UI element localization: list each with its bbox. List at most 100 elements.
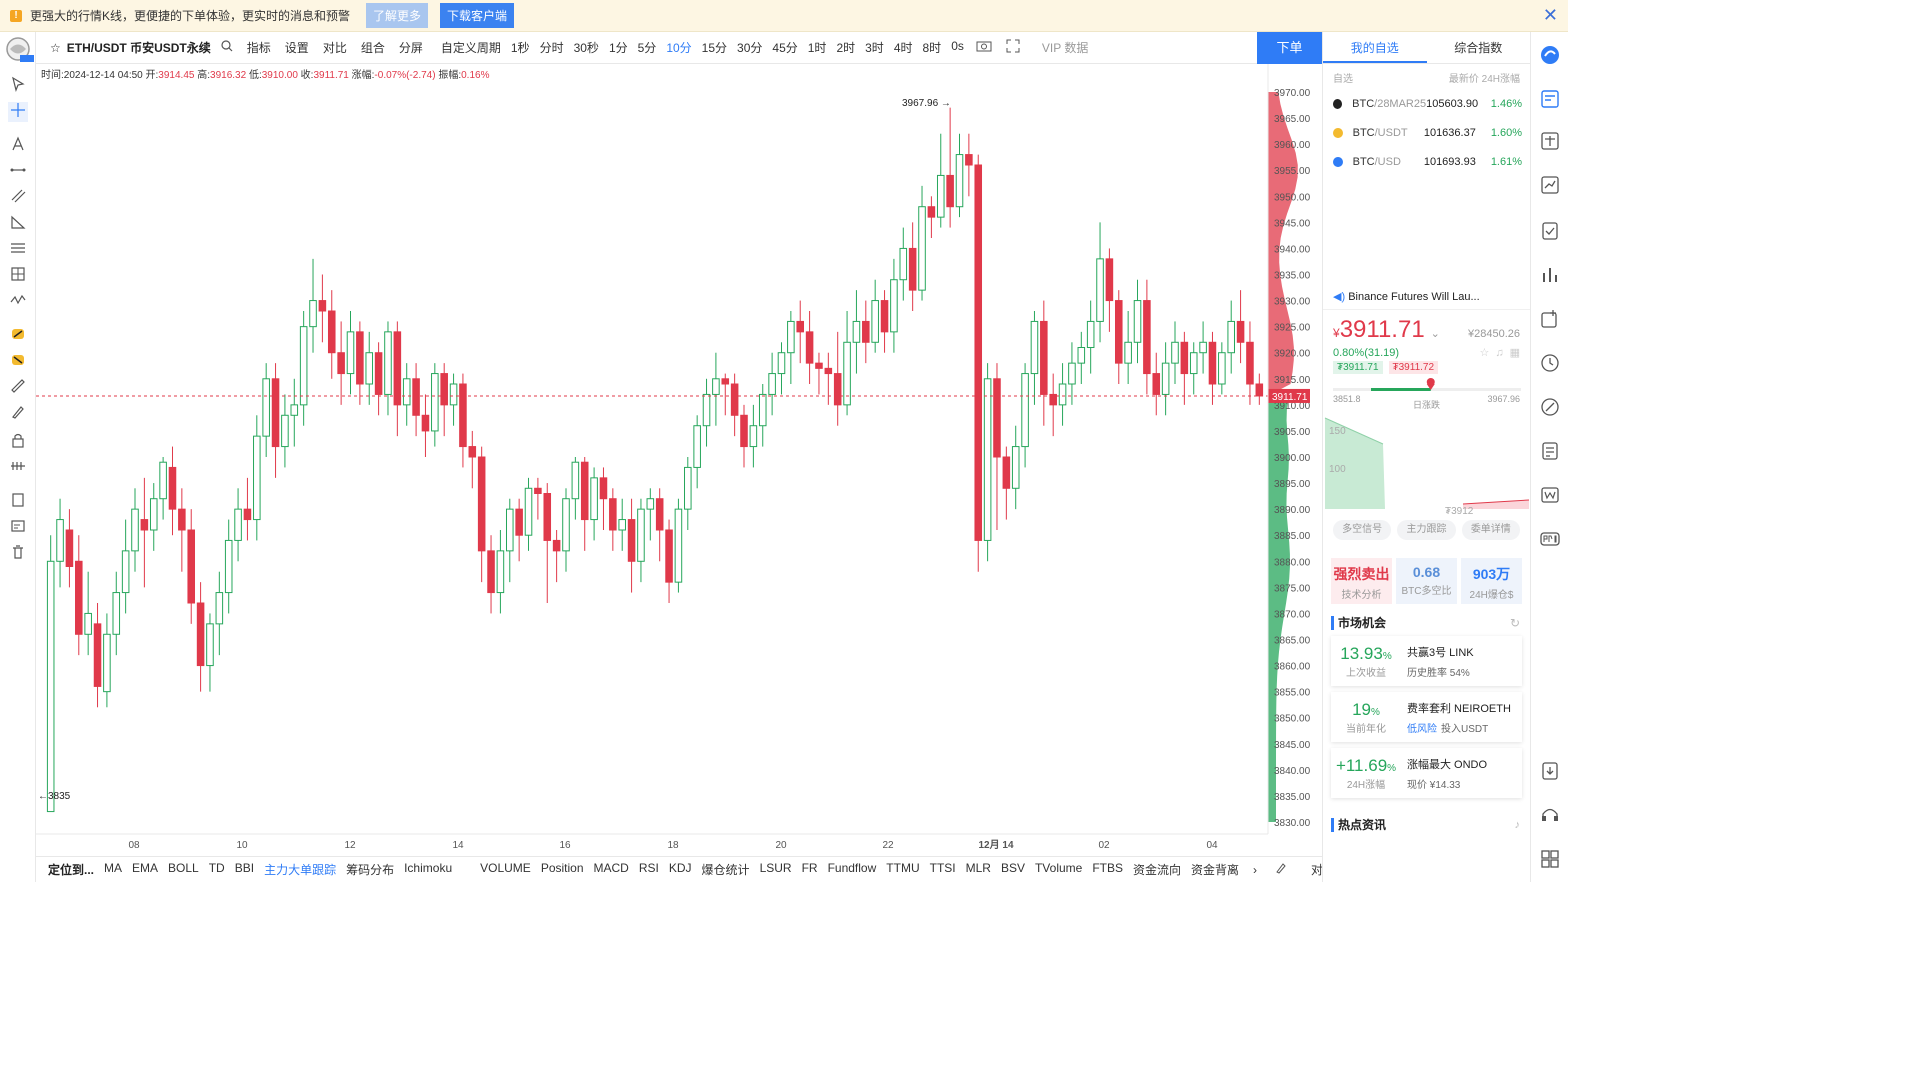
bell-icon[interactable]: ♪ bbox=[1514, 819, 1521, 831]
close-banner-icon[interactable]: ✕ bbox=[1542, 5, 1558, 25]
candle-body[interactable] bbox=[440, 373, 448, 406]
custom-period-dropdown[interactable]: 自定义周期 bbox=[440, 41, 501, 55]
candle-body[interactable] bbox=[618, 519, 626, 531]
period-12[interactable]: 4时 bbox=[893, 41, 913, 55]
candle-body[interactable] bbox=[1058, 383, 1067, 406]
opportunity-card[interactable]: +11.69% 24H涨幅 涨幅最大 ONDO 现价 ¥14.33 bbox=[1331, 748, 1522, 798]
refresh-icon[interactable]: ↻ bbox=[1509, 616, 1520, 630]
candle-body[interactable] bbox=[224, 539, 233, 594]
edit-icon[interactable] bbox=[1275, 862, 1287, 877]
candle-body[interactable] bbox=[487, 550, 495, 594]
indicator-17[interactable]: TTMU bbox=[886, 861, 920, 875]
candle-body[interactable] bbox=[974, 164, 983, 541]
candle-body[interactable] bbox=[243, 508, 252, 521]
period-14[interactable]: 0s bbox=[951, 39, 964, 53]
star-icon[interactable]: ☆ bbox=[1479, 347, 1490, 359]
candle-body[interactable] bbox=[1236, 320, 1245, 343]
vip-data-button[interactable]: VIP 数据 bbox=[1041, 41, 1089, 55]
compare-button[interactable]: 对比 bbox=[322, 41, 347, 55]
candle-body[interactable] bbox=[56, 519, 64, 562]
candle-body[interactable] bbox=[365, 352, 374, 385]
signal-tab-2[interactable]: 委单详情 bbox=[1461, 520, 1520, 540]
candle-body[interactable] bbox=[721, 378, 730, 385]
candle-body[interactable] bbox=[777, 352, 786, 375]
candle-body[interactable] bbox=[271, 378, 280, 448]
candle-body[interactable] bbox=[524, 487, 533, 536]
candle-body[interactable] bbox=[346, 331, 355, 375]
candle-body[interactable] bbox=[1208, 341, 1217, 385]
candle-body[interactable] bbox=[983, 378, 992, 541]
candle-body[interactable] bbox=[927, 206, 936, 218]
indicator-button[interactable]: 指标 bbox=[246, 41, 271, 55]
pattern-tool-icon[interactable] bbox=[8, 326, 28, 346]
candle-body[interactable] bbox=[627, 519, 636, 562]
watchlist-row[interactable]: BTC/28MAR25 105603.90 1.46% bbox=[1323, 89, 1530, 118]
candle-body[interactable] bbox=[955, 154, 964, 208]
chart-list-icon[interactable] bbox=[1539, 174, 1561, 196]
document-icon[interactable] bbox=[1539, 440, 1561, 462]
candle-body[interactable] bbox=[815, 362, 823, 369]
fibonacci-tool-icon[interactable] bbox=[8, 240, 28, 260]
indicator-18[interactable]: TTSI bbox=[929, 861, 956, 875]
candle-body[interactable] bbox=[712, 378, 720, 395]
symbol-name[interactable]: ETH/USDT 币安USDT永续 bbox=[66, 41, 211, 55]
triangle-tool-icon[interactable] bbox=[8, 214, 28, 234]
trash-icon[interactable] bbox=[8, 544, 28, 564]
indicator-5[interactable]: 主力大单跟踪 bbox=[264, 863, 337, 877]
candle-body[interactable] bbox=[121, 550, 130, 594]
candle-body[interactable] bbox=[768, 373, 776, 395]
candle-body[interactable] bbox=[327, 310, 336, 354]
candle-body[interactable] bbox=[908, 247, 917, 291]
candle-body[interactable] bbox=[534, 487, 542, 494]
candle-body[interactable] bbox=[936, 174, 945, 218]
indicator-14[interactable]: LSUR bbox=[759, 861, 792, 875]
candle-body[interactable] bbox=[637, 508, 645, 562]
candle-body[interactable] bbox=[421, 414, 430, 432]
candle-body[interactable] bbox=[890, 279, 898, 333]
indicator-4[interactable]: BBI bbox=[234, 861, 255, 875]
candle-body[interactable] bbox=[1021, 373, 1029, 448]
candle-body[interactable] bbox=[674, 508, 683, 583]
indicator-3[interactable]: TD bbox=[208, 861, 225, 875]
indicator-10[interactable]: MACD bbox=[593, 861, 629, 875]
candle-body[interactable] bbox=[684, 466, 692, 510]
candle-body[interactable] bbox=[862, 320, 870, 343]
opportunity-card[interactable]: 13.93% 上次收益 共赢3号 LINK 历史胜率 54% bbox=[1331, 636, 1522, 686]
candle-body[interactable] bbox=[46, 560, 55, 813]
calc-icon[interactable]: ▦ bbox=[1509, 347, 1520, 359]
candle-body[interactable] bbox=[384, 331, 392, 395]
split-screen-button[interactable]: 分屏 bbox=[398, 41, 423, 55]
candle-body[interactable] bbox=[477, 456, 486, 552]
period-6[interactable]: 15分 bbox=[701, 41, 728, 55]
ruler-icon[interactable] bbox=[8, 378, 28, 398]
candle-body[interactable] bbox=[505, 508, 514, 552]
indicator-22[interactable]: FTBS bbox=[1092, 861, 1123, 875]
candle-body[interactable] bbox=[1199, 341, 1207, 354]
indicator-0[interactable]: MA bbox=[104, 861, 123, 875]
candle-body[interactable] bbox=[149, 498, 158, 531]
candle-body[interactable] bbox=[262, 378, 270, 437]
candle-body[interactable] bbox=[1002, 456, 1011, 489]
candle-body[interactable] bbox=[131, 508, 139, 552]
candle-body[interactable] bbox=[833, 373, 842, 406]
candle-body[interactable] bbox=[1105, 258, 1114, 302]
indicator-24[interactable]: 资金背离 bbox=[1191, 863, 1240, 877]
candle-body[interactable] bbox=[93, 623, 102, 687]
settings-button[interactable]: 设置 bbox=[284, 41, 309, 55]
indicator-7[interactable]: Ichimoku bbox=[404, 861, 453, 875]
download-client-button[interactable]: 下载客户端 bbox=[440, 3, 515, 28]
candle-body[interactable] bbox=[805, 331, 814, 364]
line-tool-icon[interactable] bbox=[8, 162, 28, 182]
candle-body[interactable] bbox=[393, 331, 402, 406]
indicator-16[interactable]: Fundflow bbox=[827, 861, 877, 875]
candle-body[interactable] bbox=[1049, 393, 1057, 406]
indicator-8[interactable]: VOLUME bbox=[480, 861, 531, 875]
period-11[interactable]: 3时 bbox=[865, 41, 884, 55]
cursor-icon[interactable] bbox=[8, 76, 28, 96]
crosshair-icon[interactable] bbox=[8, 102, 28, 122]
app-logo-icon[interactable] bbox=[1539, 44, 1561, 66]
news-ticker[interactable]: ◀) Binance Futures Will Lau... bbox=[1323, 284, 1530, 310]
screenshot-icon[interactable] bbox=[976, 40, 992, 55]
indicator-13[interactable]: 爆仓统计 bbox=[701, 863, 750, 877]
candle-body[interactable] bbox=[84, 612, 92, 635]
